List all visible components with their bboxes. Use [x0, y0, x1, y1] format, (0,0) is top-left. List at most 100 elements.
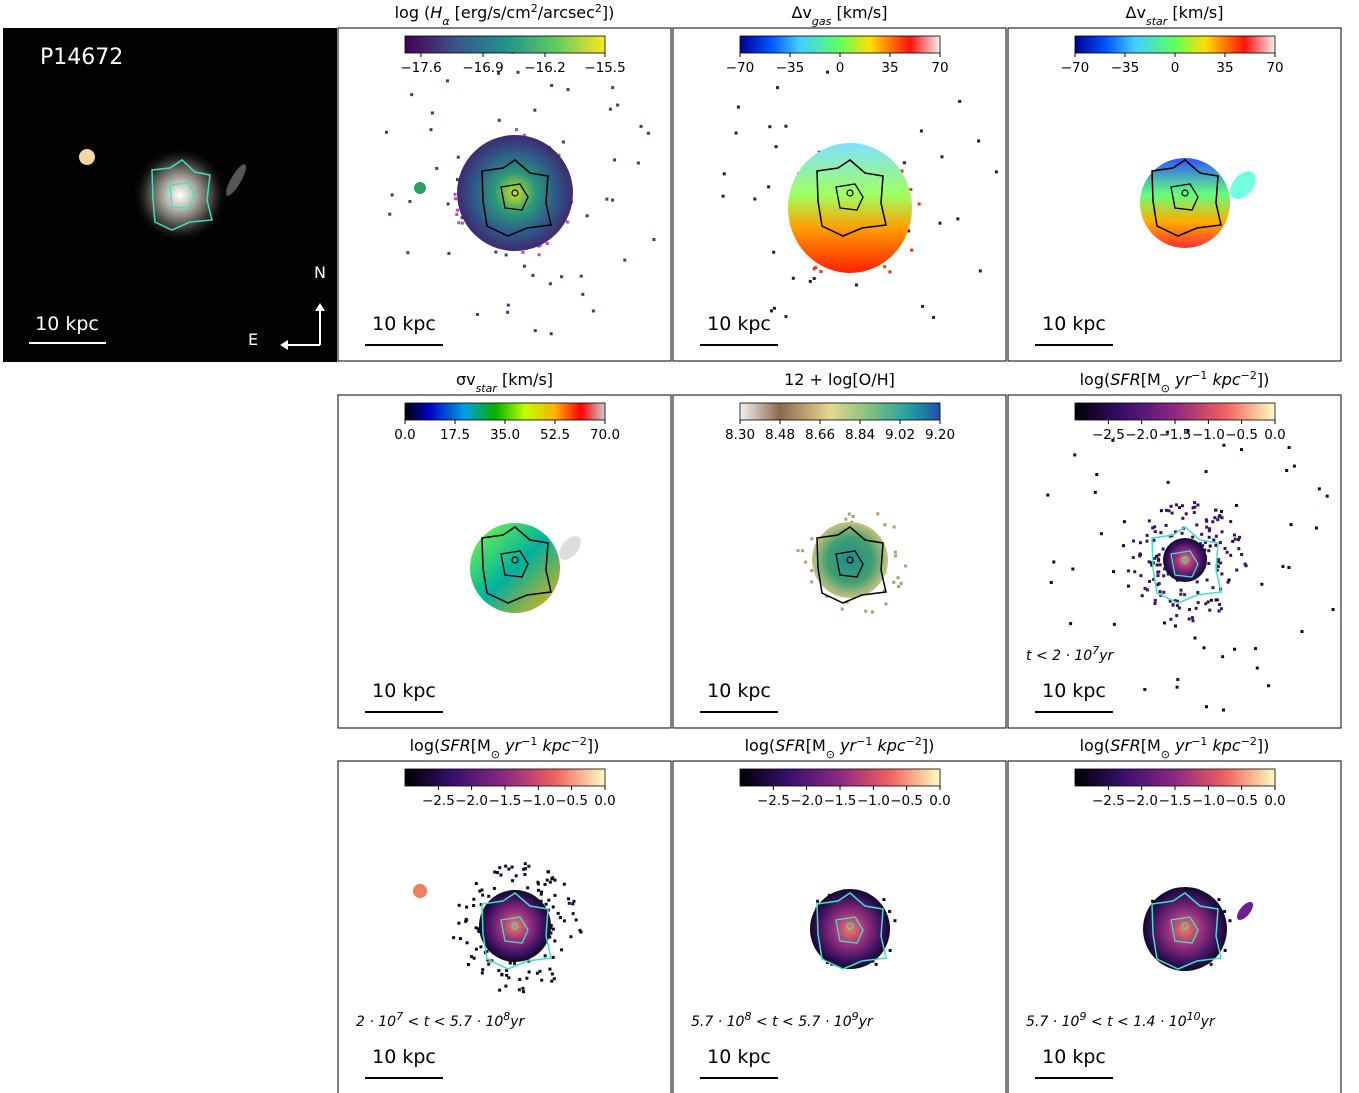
- pixel: [1112, 622, 1116, 626]
- pixel: [1287, 446, 1291, 450]
- pixel: [1195, 523, 1199, 527]
- pixel: [548, 935, 552, 939]
- pixel: [561, 140, 565, 144]
- pixel: [521, 250, 525, 254]
- pixel: [874, 962, 878, 966]
- pixel: [560, 275, 564, 279]
- pixel: [884, 602, 888, 606]
- panel-title: Δvgas [km/s]: [791, 3, 887, 28]
- text-part: yr: [509, 1014, 525, 1030]
- map: [470, 523, 560, 613]
- map-panel: 12 + log[O/H] 8.30 8.48 8.66 8.84 9.02 9.20 10 …: [672, 370, 1007, 729]
- text-part: 12 + log[O/H]: [784, 370, 895, 389]
- pixel: [549, 931, 553, 935]
- pixel: [1131, 556, 1135, 560]
- colorbar-tick-label: −0.5: [555, 793, 588, 809]
- pixel: [406, 251, 410, 255]
- text-part: ⊙: [1161, 748, 1170, 761]
- pixel: [472, 897, 476, 901]
- pixel: [465, 918, 469, 922]
- pixel: [1254, 647, 1258, 651]
- pixel: [571, 912, 575, 916]
- contour: [511, 189, 519, 197]
- pixel: [506, 310, 510, 314]
- galaxy: [226, 164, 246, 196]
- pixel: [845, 600, 849, 604]
- pixel: [1214, 534, 1218, 538]
- map-image: [1046, 408, 1335, 712]
- scale-label: 10 kpc: [707, 313, 771, 335]
- pixel: [977, 139, 981, 143]
- pixel: [572, 899, 576, 903]
- pixel: [1157, 582, 1161, 586]
- contour: [511, 922, 519, 930]
- colorbar-tick-label: −35: [1111, 60, 1140, 76]
- panel-frame: [672, 760, 1007, 1093]
- pixel: [784, 124, 788, 128]
- pixel: [1161, 547, 1165, 551]
- colorbar-tick-label: 0.0: [1264, 427, 1285, 443]
- pixel: [1196, 601, 1200, 605]
- pixel: [1175, 614, 1179, 618]
- contour: [1170, 183, 1199, 211]
- pixel: [1195, 580, 1199, 584]
- pixel: [472, 956, 476, 960]
- pixel: [1173, 599, 1177, 603]
- contour: [1151, 526, 1222, 604]
- pixel: [883, 265, 887, 269]
- pixel: [1179, 592, 1183, 596]
- pixel: [1200, 532, 1204, 536]
- pixel: [1191, 535, 1195, 539]
- pixel: [605, 197, 609, 201]
- pixel: [1152, 538, 1156, 542]
- map-panel: log(SFR[M⊙ yr−1 kpc−2])−2.5 −2.0 −1.5 −1.0−…: [1007, 735, 1342, 1093]
- pixel: [847, 512, 851, 516]
- pixel: [1212, 538, 1216, 542]
- pixel: [1169, 504, 1173, 508]
- scale-label: 10 kpc: [372, 680, 436, 702]
- pixel: [527, 864, 531, 868]
- pixel: [883, 523, 887, 527]
- colorbar-tick-label: 52.5: [540, 427, 570, 443]
- pixel: [492, 886, 496, 890]
- panel-frame: [1007, 760, 1342, 1093]
- pixel: [1165, 430, 1169, 434]
- pixel: [1153, 525, 1157, 529]
- scale-label: 10 kpc: [372, 1046, 436, 1068]
- colorbar-tick-label: 8.66: [805, 427, 835, 443]
- pixel: [1317, 487, 1321, 491]
- pixel: [1071, 567, 1075, 571]
- pixel: [547, 898, 551, 902]
- pixel: [892, 525, 896, 529]
- pixel: [479, 945, 483, 949]
- colorbar: [1074, 402, 1276, 421]
- pixel: [1093, 490, 1097, 494]
- text-part: −2: [571, 735, 587, 748]
- pixel: [1153, 601, 1157, 605]
- pixel: [526, 886, 530, 890]
- pixel: [543, 882, 547, 886]
- pixel: [909, 188, 913, 192]
- map-image: [384, 50, 656, 336]
- pixel: [545, 878, 549, 882]
- pixel: [1143, 586, 1147, 590]
- pixel: [722, 172, 726, 176]
- galaxy-id: P14672: [40, 45, 123, 70]
- pixel: [550, 979, 554, 983]
- map-image: [413, 862, 583, 994]
- pixel: [1126, 569, 1130, 573]
- pixel: [458, 937, 462, 941]
- pixel: [819, 269, 823, 273]
- pixel: [1177, 506, 1181, 510]
- pixel: [1219, 510, 1223, 514]
- pixel: [1216, 565, 1220, 569]
- pixel: [497, 118, 501, 122]
- pixel: [506, 303, 510, 307]
- pixel: [546, 870, 550, 874]
- east-label: E: [248, 330, 258, 349]
- contour: [816, 159, 887, 237]
- pixel: [844, 517, 848, 521]
- pixel: [548, 967, 552, 971]
- pixel: [494, 250, 498, 254]
- pixel: [1240, 553, 1244, 557]
